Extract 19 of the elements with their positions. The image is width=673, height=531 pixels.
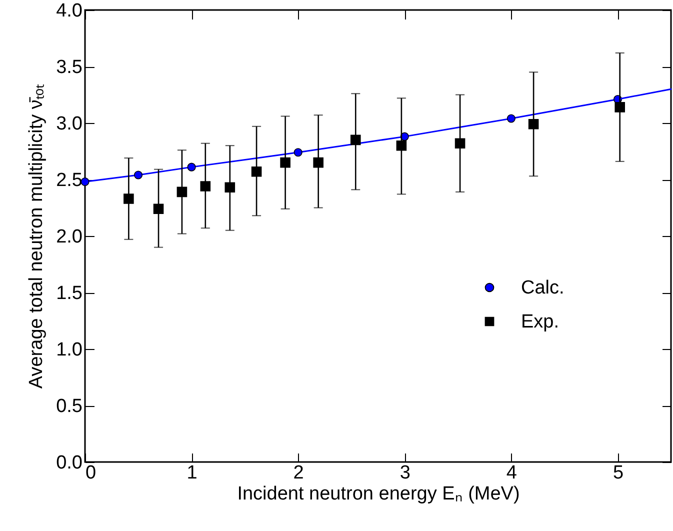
legend-label: Exp. [521, 312, 560, 332]
x-tick-label: 3 [400, 462, 410, 484]
y-tick-label: 4.0 [56, 0, 82, 22]
x-tick-label: 1 [186, 462, 198, 484]
x-tick-label: 0 [86, 462, 96, 484]
x-tick-label: 5 [612, 462, 624, 484]
y-tick-label: 3.5 [56, 57, 82, 78]
y-tick-label: 0.5 [56, 396, 82, 417]
y-tick-label: 3.0 [56, 114, 82, 134]
x-tick-label: 2 [293, 462, 304, 484]
x-tick-label: 4 [506, 462, 518, 484]
legend-label: Calc. [521, 278, 564, 298]
y-tick-label: 1.5 [56, 283, 82, 304]
y-tick-label: 0.0 [56, 452, 82, 474]
x-axis-title: Incident neutron energy Eₙ (MeV) [237, 484, 520, 504]
y-axis-title: Average total neutron multiplicity ν̄ₜₒₜ [26, 83, 48, 389]
y-tick-label: 2.0 [56, 226, 82, 248]
y-tick-label: 2.5 [56, 170, 82, 191]
y-tick-label: 1.0 [56, 340, 82, 360]
